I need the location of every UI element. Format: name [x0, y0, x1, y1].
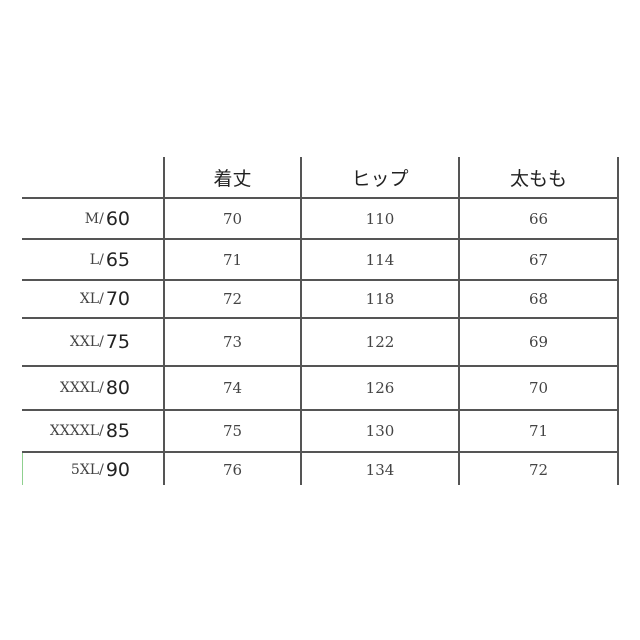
left-border: [22, 452, 23, 485]
weight-label: 75: [105, 331, 130, 353]
size-cell: 5XL/90: [22, 452, 130, 487]
size-label: XXXXL/: [49, 423, 104, 439]
size-label: XXXL/: [59, 380, 104, 396]
weight-label: 90: [105, 458, 130, 481]
length-cell: 72: [222, 290, 243, 308]
weight-label: 85: [105, 420, 130, 442]
weight-label: 65: [105, 248, 130, 271]
size-label: XXL/: [69, 334, 104, 350]
hip-cell: 114: [365, 250, 395, 269]
row-divider: [22, 197, 619, 199]
length-cell: 70: [222, 209, 243, 228]
length-cell: 76: [222, 460, 243, 479]
hip-cell: 130: [365, 422, 395, 440]
row-divider: [22, 279, 619, 281]
header-length: 着丈: [213, 168, 252, 190]
hip-cell: 134: [365, 460, 395, 479]
length-cell: 71: [222, 250, 243, 269]
size-label: 5XL/: [70, 461, 104, 478]
length-cell: 75: [222, 422, 243, 440]
thigh-cell: 72: [528, 460, 549, 479]
hip-cell: 122: [365, 333, 395, 351]
size-cell: XXXXL/85: [22, 410, 130, 452]
weight-label: 70: [105, 288, 130, 310]
thigh-cell: 66: [528, 209, 549, 228]
length-cell: 73: [222, 333, 243, 351]
weight-label: 80: [105, 377, 130, 399]
size-label: XL/: [79, 291, 104, 307]
hip-cell: 110: [365, 209, 395, 228]
size-cell: L/65: [22, 239, 130, 280]
header-hip: ヒップ: [351, 168, 409, 190]
thigh-cell: 67: [528, 250, 549, 269]
size-cell: XXXL/80: [22, 366, 130, 410]
row-divider: [22, 317, 619, 319]
column-divider: [617, 157, 619, 485]
thigh-cell: 71: [528, 422, 549, 440]
row-divider: [22, 451, 619, 453]
length-cell: 74: [222, 379, 243, 397]
hip-cell: 126: [365, 379, 395, 397]
thigh-cell: 69: [528, 333, 549, 351]
column-divider: [458, 157, 460, 485]
row-divider: [22, 409, 619, 411]
hip-cell: 118: [365, 290, 395, 308]
thigh-cell: 68: [528, 290, 549, 308]
size-cell: XL/70: [22, 280, 130, 318]
header-thigh: 太もも: [509, 168, 567, 190]
size-cell: XXL/75: [22, 318, 130, 366]
size-cell: M/60: [22, 198, 130, 239]
weight-label: 60: [105, 207, 130, 230]
thigh-cell: 70: [528, 379, 549, 397]
size-label: L/: [89, 251, 104, 268]
size-label: M/: [84, 210, 104, 227]
row-divider: [22, 238, 619, 240]
row-divider: [22, 365, 619, 367]
column-divider: [163, 157, 165, 485]
column-divider: [300, 157, 302, 485]
